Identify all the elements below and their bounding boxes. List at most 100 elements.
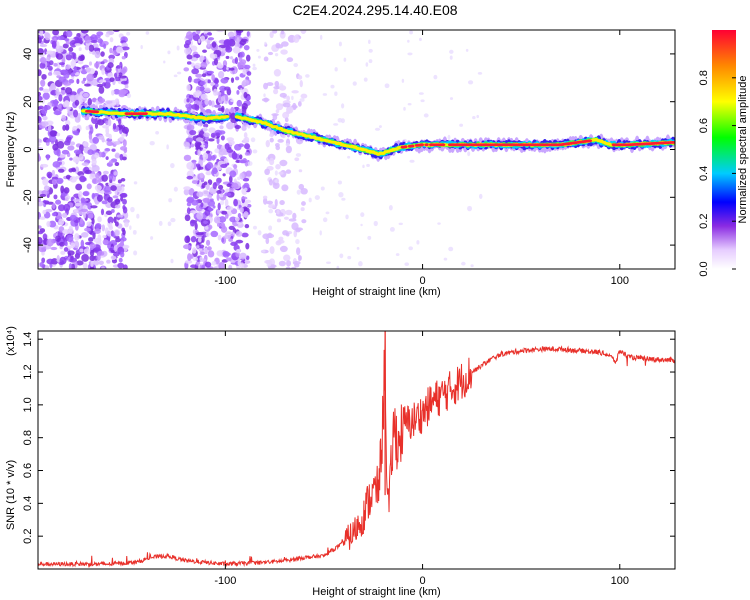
noise-cell — [245, 242, 250, 250]
y-tick-label: 0 — [22, 146, 34, 152]
noise-cell — [222, 65, 228, 72]
noise-cell — [272, 30, 278, 34]
noise-cell — [314, 195, 320, 200]
noise-cell — [38, 95, 43, 102]
noise-cell — [81, 253, 89, 262]
noise-cell — [279, 200, 285, 206]
noise-cell — [360, 212, 365, 218]
noise-cell — [95, 99, 99, 108]
noise-cell — [108, 173, 114, 181]
spectrogram-panel: -100 0 100 -40 -20 0 20 40 Height of straight li… — [5, 29, 676, 298]
noise-cell — [244, 187, 248, 192]
y-axis-label: Frequency (Hz) — [5, 112, 17, 188]
noise-cell — [252, 149, 258, 154]
noise-cell — [69, 94, 76, 102]
noise-cell — [211, 74, 216, 81]
noise-cell — [185, 39, 192, 46]
noise-cell — [204, 226, 209, 230]
noise-cell — [285, 266, 291, 269]
noise-cell — [204, 33, 208, 37]
noise-cell — [200, 84, 204, 92]
noise-cell — [206, 39, 211, 48]
noise-cell — [121, 126, 130, 134]
noise-cell — [200, 93, 208, 100]
noise-cell — [101, 68, 105, 75]
noise-cell — [418, 92, 424, 95]
noise-cell — [88, 61, 93, 66]
noise-cell — [228, 67, 235, 71]
noise-cell — [120, 251, 125, 258]
ridge-core — [424, 143, 429, 147]
noise-cell — [219, 194, 224, 198]
noise-cell — [273, 88, 279, 95]
noise-cell — [449, 55, 453, 60]
ridge-core — [440, 143, 446, 147]
noise-cell — [120, 240, 125, 248]
noise-cell — [82, 77, 87, 82]
noise-cell — [322, 217, 328, 223]
noise-cell — [205, 232, 210, 237]
noise-cell — [226, 206, 234, 211]
noise-cell — [73, 65, 77, 74]
page-title: C2E4.2024.295.14.40.E08 — [292, 2, 458, 18]
noise-cell — [268, 179, 274, 186]
noise-cell — [216, 144, 222, 150]
noise-cell — [212, 205, 216, 209]
noise-cell — [102, 239, 109, 245]
noise-cell — [237, 260, 242, 266]
noise-cell — [220, 200, 225, 206]
noise-cell — [62, 229, 70, 234]
noise-cell — [121, 55, 126, 60]
x-tick-label: 100 — [611, 275, 629, 287]
spectrogram-cells — [38, 30, 675, 269]
noise-cell — [279, 83, 284, 87]
noise-cell — [235, 76, 240, 81]
noise-cell — [183, 154, 192, 162]
noise-cell — [55, 53, 64, 60]
noise-cell — [117, 262, 125, 269]
noise-cell — [245, 255, 250, 261]
noise-cell — [114, 230, 120, 237]
noise-cell — [214, 148, 220, 154]
y-tick-label: -40 — [22, 237, 34, 253]
noise-cell — [170, 162, 175, 169]
noise-cell — [64, 38, 69, 42]
noise-cell — [443, 257, 448, 261]
noise-cell — [79, 98, 83, 106]
noise-cell — [196, 211, 204, 220]
noise-cell — [238, 143, 245, 148]
noise-cell — [362, 164, 365, 169]
noise-cell — [218, 262, 226, 269]
noise-cell — [233, 198, 238, 207]
noise-cell — [72, 130, 79, 136]
noise-cell — [235, 249, 241, 254]
noise-cell — [365, 62, 369, 67]
noise-cell — [297, 75, 303, 80]
noise-cell — [285, 145, 292, 154]
noise-cell — [92, 47, 101, 51]
noise-cell — [228, 175, 233, 183]
noise-cell — [217, 107, 225, 112]
noise-cell — [199, 172, 204, 179]
noise-cell — [103, 43, 107, 49]
noise-cell — [273, 69, 282, 77]
noise-cell — [200, 35, 205, 42]
noise-cell — [407, 102, 412, 106]
noise-cell — [363, 77, 368, 82]
noise-cell — [190, 210, 197, 214]
noise-cell — [274, 179, 278, 183]
noise-cell — [97, 234, 102, 242]
noise-cell — [325, 211, 330, 215]
noise-cell — [192, 57, 197, 62]
noise-cell — [105, 156, 109, 161]
noise-cell — [308, 197, 312, 203]
noise-cell — [467, 151, 471, 157]
noise-cell — [85, 67, 91, 73]
noise-cell — [102, 125, 110, 129]
noise-cell — [217, 234, 222, 241]
noise-cell — [100, 61, 105, 65]
noise-cell — [403, 106, 406, 111]
noise-cell — [38, 91, 42, 97]
noise-cell — [64, 100, 70, 107]
noise-cell — [88, 237, 94, 242]
